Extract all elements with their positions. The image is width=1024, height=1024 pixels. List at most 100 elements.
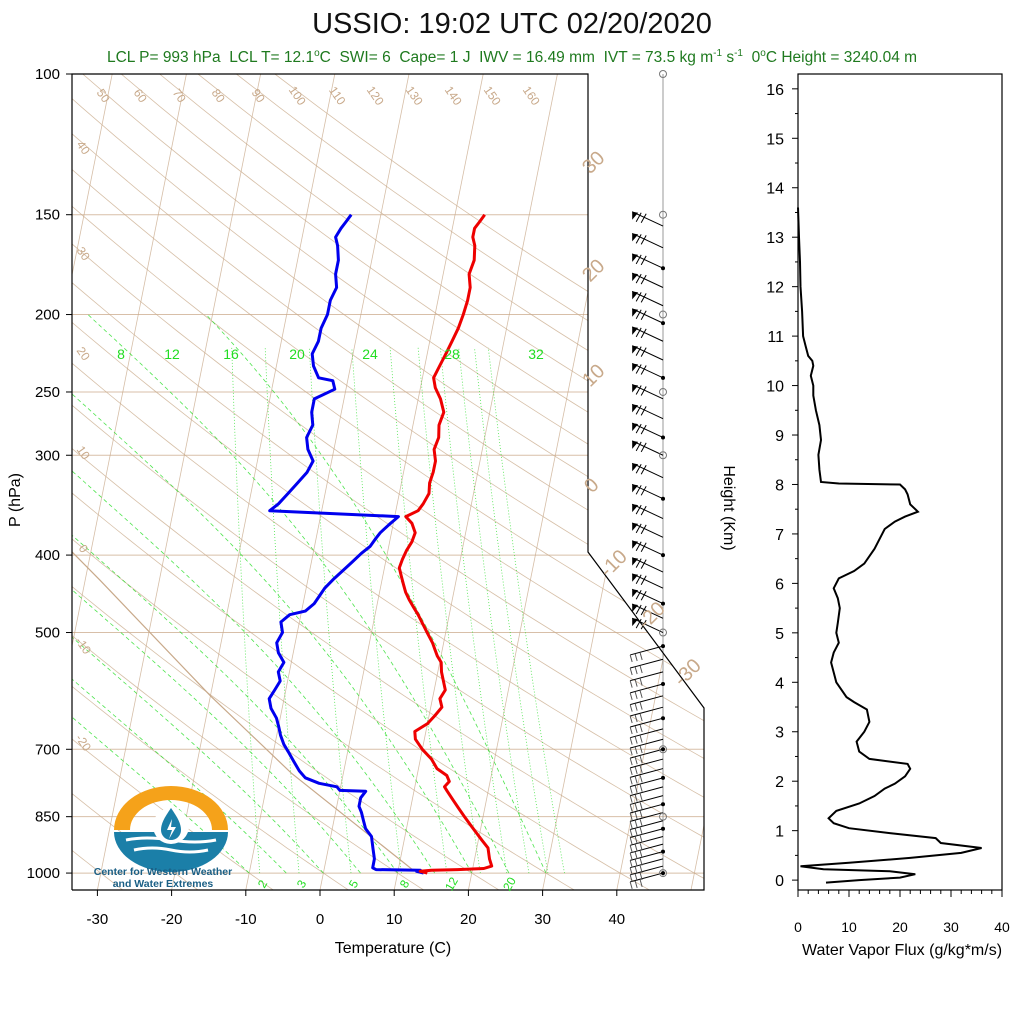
mixing-ratio-top-label: 28 [444, 346, 460, 362]
wind-barb [629, 843, 664, 861]
wind-barb-feather [629, 757, 633, 766]
y-tick-label: 250 [35, 384, 60, 401]
wind-barb-staff [630, 858, 664, 869]
wind-barb-feather [634, 866, 638, 874]
wind-barb-feather [635, 558, 642, 568]
wind-barb-feather [640, 328, 647, 339]
wind-barb-pennant [632, 423, 639, 432]
wind-barb-staff [630, 768, 664, 778]
wind-barb [631, 462, 664, 479]
wind-barb-staff [631, 232, 664, 249]
wind-barb-staff [631, 522, 664, 538]
wind-barb-feather [640, 293, 647, 303]
temperature-line [397, 213, 494, 875]
dry-adiabat [72, 74, 704, 890]
wind-barb-pennant [632, 384, 639, 393]
wind-barb-feather [639, 858, 643, 866]
wind-barb-pennant [632, 345, 639, 354]
wind-barb-feather [629, 874, 633, 882]
x-tick-label: 10 [386, 911, 403, 928]
wind-barb [631, 326, 664, 342]
logo-caption: Center for Western Weather and Water Extr… [93, 866, 233, 890]
dry-adiabat-label: 40 [74, 138, 93, 157]
wind-barb-staff [630, 803, 664, 814]
wind-barb-feather [635, 273, 642, 284]
wind-barb [629, 728, 664, 745]
wind-barb-staff [631, 440, 664, 456]
dry-adiabat [72, 74, 704, 890]
wind-barb-feather [635, 327, 642, 338]
y-tick-label: 150 [35, 207, 60, 224]
wind-barb-feather [635, 604, 642, 615]
wind-barb-feather [634, 766, 638, 775]
wind-barb-feather [629, 747, 633, 756]
wind-barb-staff [630, 645, 664, 656]
height-tick-label: 0 [775, 873, 784, 890]
height-axis-label: Height (Km) [720, 465, 737, 550]
isotherm-label: 100 [286, 83, 309, 108]
wind-barb-feather [640, 274, 647, 285]
mixing-ratio-top-label: 20 [289, 346, 305, 362]
x-tick-label: 20 [460, 911, 477, 928]
y-tick-label: 500 [35, 625, 60, 642]
wind-level-ring [659, 210, 667, 219]
wind-barb-feather [639, 745, 643, 754]
dry-adiabat [120, 74, 704, 890]
wind-barb-feather [639, 702, 643, 710]
wind-barb [629, 738, 664, 756]
y-tick-label: 400 [35, 547, 60, 564]
wind-barb [629, 717, 664, 735]
wind-barb-staff [630, 738, 664, 749]
moist-adiabat [72, 314, 287, 874]
wind-barb-feather [629, 821, 633, 829]
wind-barb-staff [630, 851, 664, 861]
wind-barb [629, 777, 664, 794]
wind-barb-pennant [632, 440, 639, 449]
mixing-ratio-top-label: 8 [117, 346, 125, 362]
wind-barb-feather [639, 652, 643, 661]
wind-barb [629, 858, 664, 875]
wind-barb-staff [631, 362, 664, 379]
wind-barb-feather [634, 785, 638, 793]
dry-adiabat [72, 74, 650, 890]
wind-barb-staff [630, 843, 664, 854]
wind-barb [631, 573, 664, 589]
wind-level-ring [659, 628, 667, 637]
wind-barb-feather [640, 365, 647, 375]
wind-barb-feather [629, 845, 633, 853]
dry-adiabat-label: -10 [73, 635, 95, 658]
wind-barb-staff [631, 573, 664, 589]
parcel-trace [72, 106, 428, 874]
wind-barb-feather [640, 486, 647, 496]
wind-barb-feather [629, 715, 633, 724]
wind-barb-feather [635, 385, 642, 395]
x-tick-label: 30 [534, 911, 551, 928]
wind-barb [629, 683, 664, 700]
wind-barb-staff [630, 658, 664, 669]
iwv: IWV = 16.49 mm [479, 49, 595, 67]
wind-barb-feather [634, 653, 638, 662]
wind-barb-feather [634, 666, 638, 675]
x-axis-label: Temperature (C) [335, 940, 451, 957]
height-tick-label: 6 [775, 576, 784, 593]
wind-barb [631, 345, 664, 361]
wind-barb-feather [634, 736, 638, 744]
wind-barb [631, 253, 664, 269]
wind-level-ring [659, 70, 667, 78]
wind-barb [631, 603, 664, 619]
wind-barb [629, 795, 664, 812]
wind-barb-staff [631, 211, 664, 227]
dry-adiabat [72, 74, 704, 890]
isotherm-line [72, 74, 187, 890]
wind-barb-feather [639, 835, 643, 843]
height-tick-label: 13 [766, 230, 784, 247]
height-tick-label: 16 [766, 82, 784, 99]
height-tick-label: 10 [766, 379, 784, 396]
swi: SWI= 6 [339, 49, 391, 67]
wind-barb-pennant [632, 211, 639, 220]
wind-barb-feather [635, 589, 642, 600]
wind-barb-feather [635, 441, 642, 452]
wind-barb-feather [640, 386, 647, 396]
mixing-ratio-line [439, 347, 508, 874]
mixing-ratio-line [458, 347, 530, 874]
